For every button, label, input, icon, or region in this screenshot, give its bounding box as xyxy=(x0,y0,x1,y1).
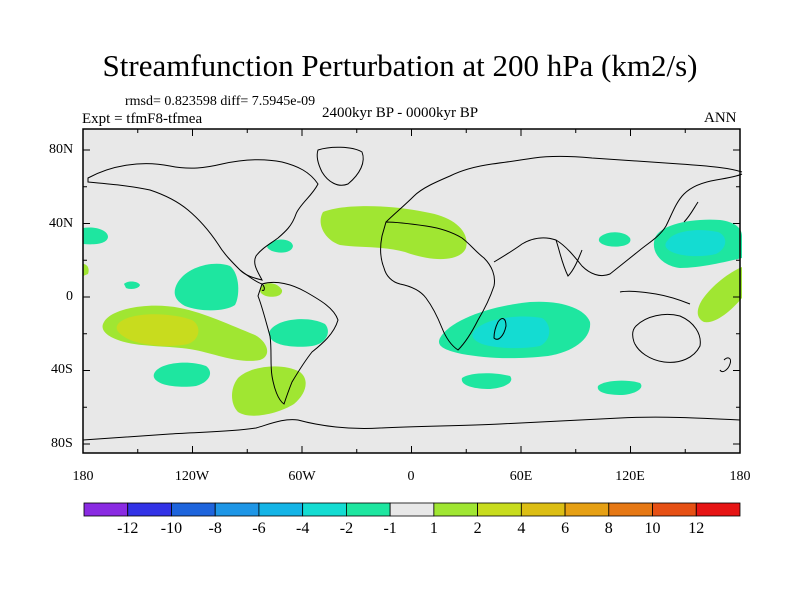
coast-europe xyxy=(385,156,743,223)
colorbar-label: 4 xyxy=(517,520,525,537)
contour-negative-west-edge xyxy=(83,227,108,245)
coast-new-zealand xyxy=(719,357,731,373)
contour-positive-n-atlantic xyxy=(320,206,467,260)
period-label: 2400kyr BP - 0000kyr BP xyxy=(322,105,479,121)
axis-ticks xyxy=(82,129,741,453)
coast-south-america xyxy=(257,281,339,405)
colorbar-swatch xyxy=(433,502,479,517)
contour-negative-australia-south xyxy=(597,380,642,395)
coast-africa xyxy=(380,221,495,351)
colorbar-swatch xyxy=(83,502,129,517)
colorbar-label: 1 xyxy=(430,520,438,537)
y-tick-80n: 80N xyxy=(49,142,73,157)
colorbar-label: -4 xyxy=(296,520,309,537)
coast-north-america xyxy=(87,159,319,281)
x-tick-180w: 180 xyxy=(73,469,94,484)
x-tick-120w: 120W xyxy=(175,469,210,484)
colorbar-swatch xyxy=(302,502,347,517)
contour-negative-tiny-pacific xyxy=(124,281,140,289)
contour-positive-w-pacific xyxy=(697,267,742,323)
colorbar-swatch xyxy=(127,502,172,517)
colorbar-swatch xyxy=(345,502,391,517)
y-tick-80s: 80S xyxy=(51,436,73,451)
contour-negative-east-pacific xyxy=(174,263,239,311)
contour-negative-s-pacific xyxy=(153,362,211,387)
contour-positive-caribbean xyxy=(259,283,283,297)
colorbar-label: -6 xyxy=(252,520,265,537)
contour-negative-s-america xyxy=(269,319,328,347)
contour-negative-s-indian-small xyxy=(461,373,512,389)
coast-indonesia xyxy=(619,290,691,305)
colorbar-label: 8 xyxy=(605,520,613,537)
colorbar-swatch xyxy=(520,502,566,517)
rmsd-diff-label: rmsd= 0.823598 diff= 7.5945e-09 xyxy=(125,94,316,109)
coast-madagascar xyxy=(493,318,507,340)
contour-positive-west-edge xyxy=(83,264,89,276)
colorbar-swatch xyxy=(564,502,610,517)
coast-japan xyxy=(683,201,699,223)
colorbar-swatch xyxy=(695,502,741,517)
y-tick-40s: 40S xyxy=(51,362,73,377)
x-tick-60w: 60W xyxy=(288,469,316,484)
contour-positive-s-atlantic xyxy=(232,366,306,416)
contour-negative-gulf xyxy=(267,239,293,253)
colorbar-label: -1 xyxy=(383,520,396,537)
colorbar-swatch xyxy=(258,502,304,517)
colorbar-swatch xyxy=(608,502,653,517)
contour-negative-s-indian-inner xyxy=(472,316,550,349)
contour-fills xyxy=(83,206,742,416)
x-tick-180e: 180 xyxy=(730,469,751,484)
colorbar-swatch xyxy=(214,502,260,517)
colorbar-label: -10 xyxy=(161,520,182,537)
colorbar-swatch xyxy=(389,502,435,517)
contour-positive-se-pacific-inner xyxy=(116,314,199,346)
y-tick-0: 0 xyxy=(66,289,73,304)
x-tick-120e: 120E xyxy=(615,469,645,484)
colorbar-label: 2 xyxy=(474,520,482,537)
contour-negative-nw-pacific-inner xyxy=(665,230,726,257)
coast-australia xyxy=(632,313,701,363)
colorbar-labels: -12 -10 -8 -6 -4 -2 -1 1 2 4 6 8 10 12 xyxy=(117,520,704,537)
colorbar-swatch xyxy=(171,502,216,517)
colorbar xyxy=(83,502,741,517)
colorbar-swatch xyxy=(652,502,697,517)
colorbar-label: 6 xyxy=(561,520,569,537)
x-tick-60e: 60E xyxy=(510,469,533,484)
experiment-label: Expt = tfmF8-tfmea xyxy=(82,111,203,127)
colorbar-label: 12 xyxy=(688,520,704,537)
colorbar-label: 10 xyxy=(645,520,661,537)
colorbar-label: -12 xyxy=(117,520,138,537)
coast-antarctica xyxy=(82,416,741,441)
chart-title: Streamfunction Perturbation at 200 hPa (… xyxy=(102,48,698,83)
colorbar-swatch xyxy=(477,502,522,517)
coast-asia xyxy=(493,173,743,277)
coast-greenland xyxy=(316,146,364,186)
y-tick-40n: 40N xyxy=(49,216,73,231)
contour-negative-small-asia xyxy=(598,232,631,247)
coast-india xyxy=(555,239,583,277)
colorbar-label: -2 xyxy=(340,520,353,537)
coastlines xyxy=(82,146,743,441)
season-label: ANN xyxy=(704,110,737,126)
colorbar-label: -8 xyxy=(209,520,222,537)
x-tick-0: 0 xyxy=(408,469,415,484)
